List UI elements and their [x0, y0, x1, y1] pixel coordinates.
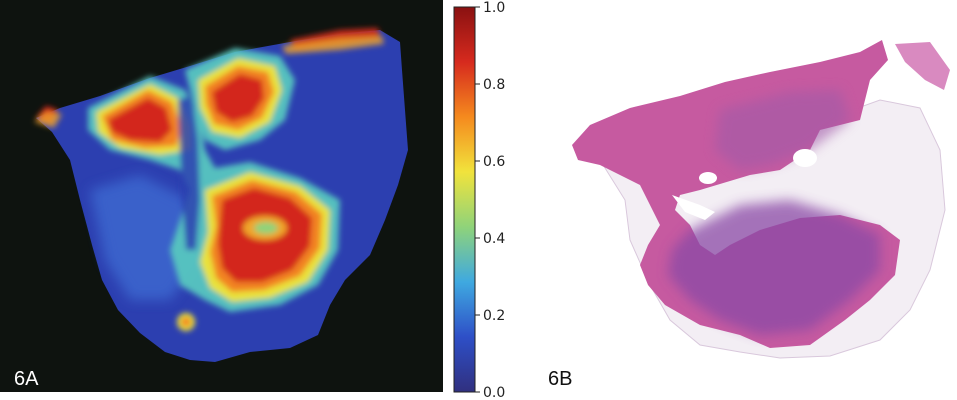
colorbar-tick-label: 1.0 [483, 0, 505, 16]
hotspots [34, 28, 384, 331]
colorbar: 0.0 0.2 0.4 0.6 0.8 1.0 [453, 0, 505, 400]
stained-tissue-upper [715, 90, 850, 170]
tissue-gap [672, 195, 715, 220]
colorbar-gradient [453, 6, 476, 393]
stained-tissue-core [668, 200, 880, 335]
colorbar-tick-label: 0.8 [483, 77, 505, 93]
colorbar-tick-label: 0.0 [483, 385, 505, 400]
tissue-lighter-area [90, 175, 200, 300]
detached-strip [895, 42, 950, 90]
panel-b-label: 6B [548, 368, 572, 390]
panel-b: 6B [548, 40, 950, 390]
panel-a: 6A [0, 0, 443, 392]
colorbar-ticks: 0.0 0.2 0.4 0.6 0.8 1.0 [475, 0, 505, 400]
panel-a-label: 6A [14, 368, 39, 390]
colorbar-tick-label: 0.4 [483, 231, 505, 247]
tissue-gap [793, 149, 817, 167]
colorbar-tick-label: 0.6 [483, 154, 505, 170]
colorbar-tick-label: 0.2 [483, 308, 505, 324]
tissue-gap [699, 172, 717, 184]
